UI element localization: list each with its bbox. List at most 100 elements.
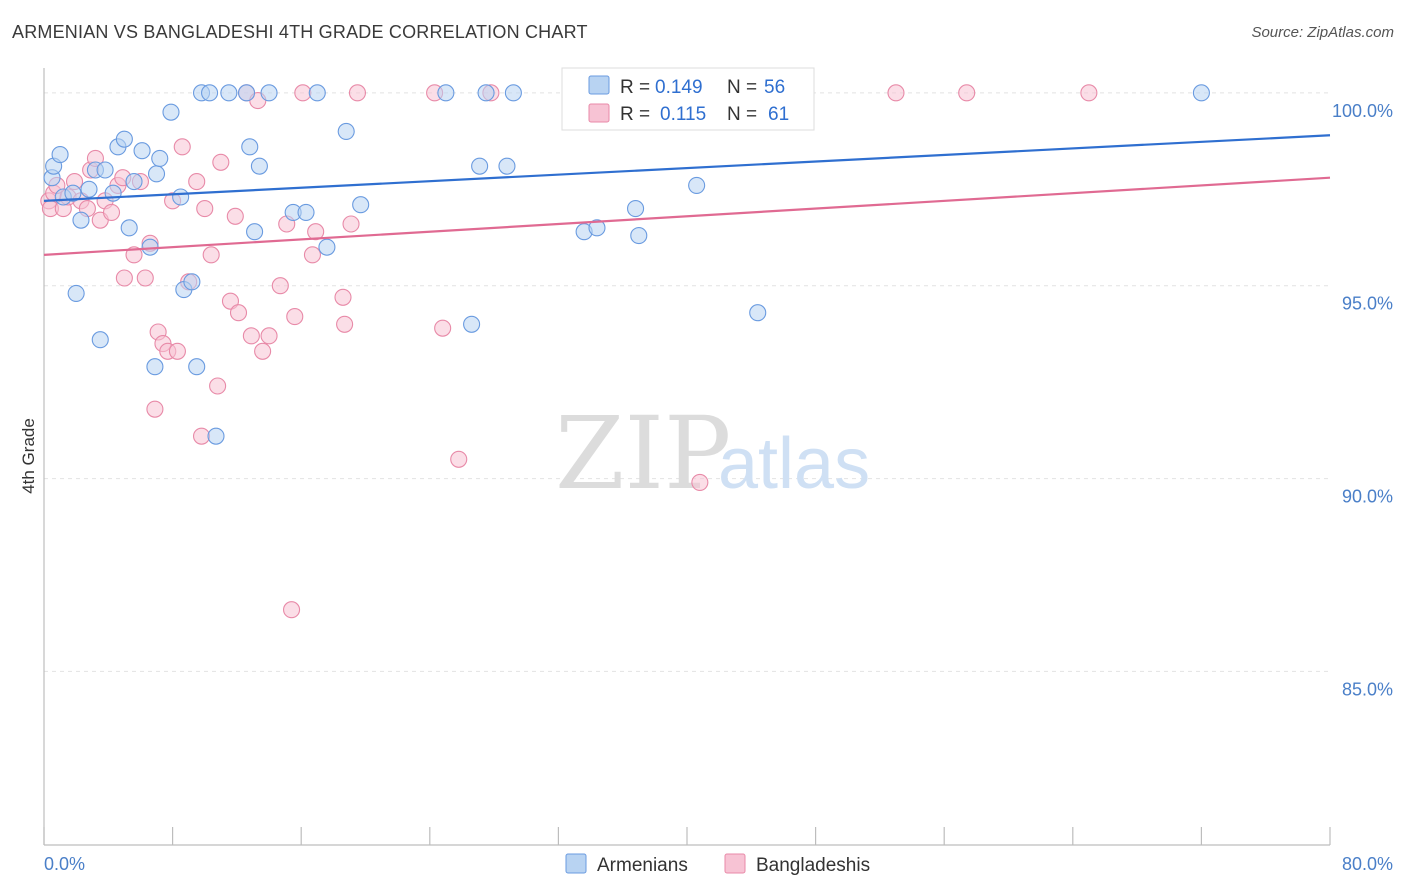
bangladeshi-point [691,473,709,491]
bangladeshi-point [136,269,154,287]
armenian-point [72,211,90,229]
legend-box: R = 0.149 N = 56 R = 0.115 N = 61 [561,67,815,131]
armenian-point [96,161,114,179]
bangladeshi-point [146,400,164,418]
series-legend-label-bangladeshis: Bangladeshis [756,855,870,876]
series-legend-label-armenians: Armenians [597,855,688,876]
armenian-point [151,149,169,167]
bangladeshi-point [434,319,452,337]
bangladeshi-point [887,84,905,102]
bangladeshi-point [294,84,312,102]
bangladeshi-point [348,84,367,102]
armenian-point [588,219,606,237]
series-legend-swatch-bangladeshis [724,853,746,874]
legend-n-value-bangladeshi: 61 [768,104,789,125]
bangladeshi-point [221,292,240,310]
legend-r-label-armenian: R = [620,77,650,98]
armenian-point [67,284,85,302]
bangladeshi-point [226,207,244,225]
bangladeshi-point [336,315,354,333]
legend-n-value-armenian: 56 [764,77,785,98]
bangladeshi-point [125,246,143,264]
legend-swatch-armenian [588,75,610,95]
armenian-point [207,427,225,445]
y-tick-label: 95.0% [1342,294,1393,314]
armenian-point [125,173,143,191]
source-label: Source: ZipAtlas.com [1251,24,1394,41]
bangladeshi-point [168,342,186,360]
watermark-atlas: atlas [718,424,870,504]
armenian-point [477,84,495,102]
armenian-point [308,84,326,102]
armenian-point [162,103,180,121]
armenian-trend-line [43,134,1331,202]
legend-r-value-bangladeshi: 0.115 [660,104,706,125]
armenian-point [241,138,259,156]
legend-r-value-armenian: 0.149 [655,77,703,98]
bangladeshi-point [334,288,352,306]
armenian-point [318,238,336,256]
y-tick-label: 90.0% [1342,487,1393,507]
armenian-point [630,227,648,245]
legend-r-label-bangladeshi: R = [620,104,650,125]
bangladeshi-point [242,327,260,345]
armenian-point [498,157,516,175]
armenian-point [471,157,489,175]
series-legend: Armenians Bangladeshis [565,853,870,876]
armenian-point [91,331,109,349]
armenian-point [51,146,69,164]
bangladeshi-point [196,200,214,218]
bangladeshi-point [450,450,468,468]
y-tick-label: 100.0% [1332,101,1393,121]
armenian-point [337,122,355,140]
armenian-point [250,157,268,175]
armenian-point [188,358,206,376]
armenian-point [220,84,238,102]
armenian-point [115,130,133,148]
armenian-point [147,165,166,183]
bangladeshi-point [342,215,360,233]
legend-n-label-bangladeshi: N = [727,104,757,125]
x-tick-label-max: 80.0% [1342,854,1393,874]
bangladeshi-point [212,153,230,171]
bangladeshi-point [286,308,304,326]
bangladeshi-point [102,203,121,221]
armenian-point [297,203,315,221]
armenian-point [172,188,190,206]
armenian-point [437,84,455,102]
trend-lines [43,134,1331,256]
watermark: ZIP atlas [555,395,870,512]
armenian-point [463,315,481,333]
bangladeshi-point [229,304,248,322]
watermark-zip: ZIP [555,395,731,512]
armenian-point [246,223,264,241]
bangladeshi-point [173,138,191,156]
x-tick-label-min: 0.0% [44,854,85,874]
legend-n-label-armenian: N = [727,77,757,98]
armenian-point [627,200,645,218]
bangladeshi-point [192,427,211,445]
bangladeshi-point [958,84,976,102]
y-axis-label: 4th Grade [19,418,38,494]
bangladeshi-point [303,246,322,264]
bangladeshi-point [202,246,220,264]
chart-title: ARMENIAN VS BANGLADESHI 4TH GRADE CORREL… [12,22,588,42]
bangladeshi-points [40,84,1098,619]
bangladeshi-point [260,327,278,345]
bangladeshi-point [1080,84,1098,102]
bangladeshi-point [188,173,206,191]
armenian-point [104,184,122,202]
armenian-point [64,184,82,202]
bangladeshi-trend-line [43,176,1331,256]
x-ticks [43,827,1331,845]
bangladeshi-point [115,269,133,287]
armenian-point [688,176,706,194]
armenian-point [120,219,138,237]
y-tick-label: 85.0% [1342,679,1393,699]
bangladeshi-point [307,223,325,241]
series-legend-swatch-armenians [565,853,587,874]
bangladeshi-point [209,377,227,395]
armenian-point [352,196,370,214]
armenian-point [1192,84,1210,102]
armenian-point [146,358,164,376]
